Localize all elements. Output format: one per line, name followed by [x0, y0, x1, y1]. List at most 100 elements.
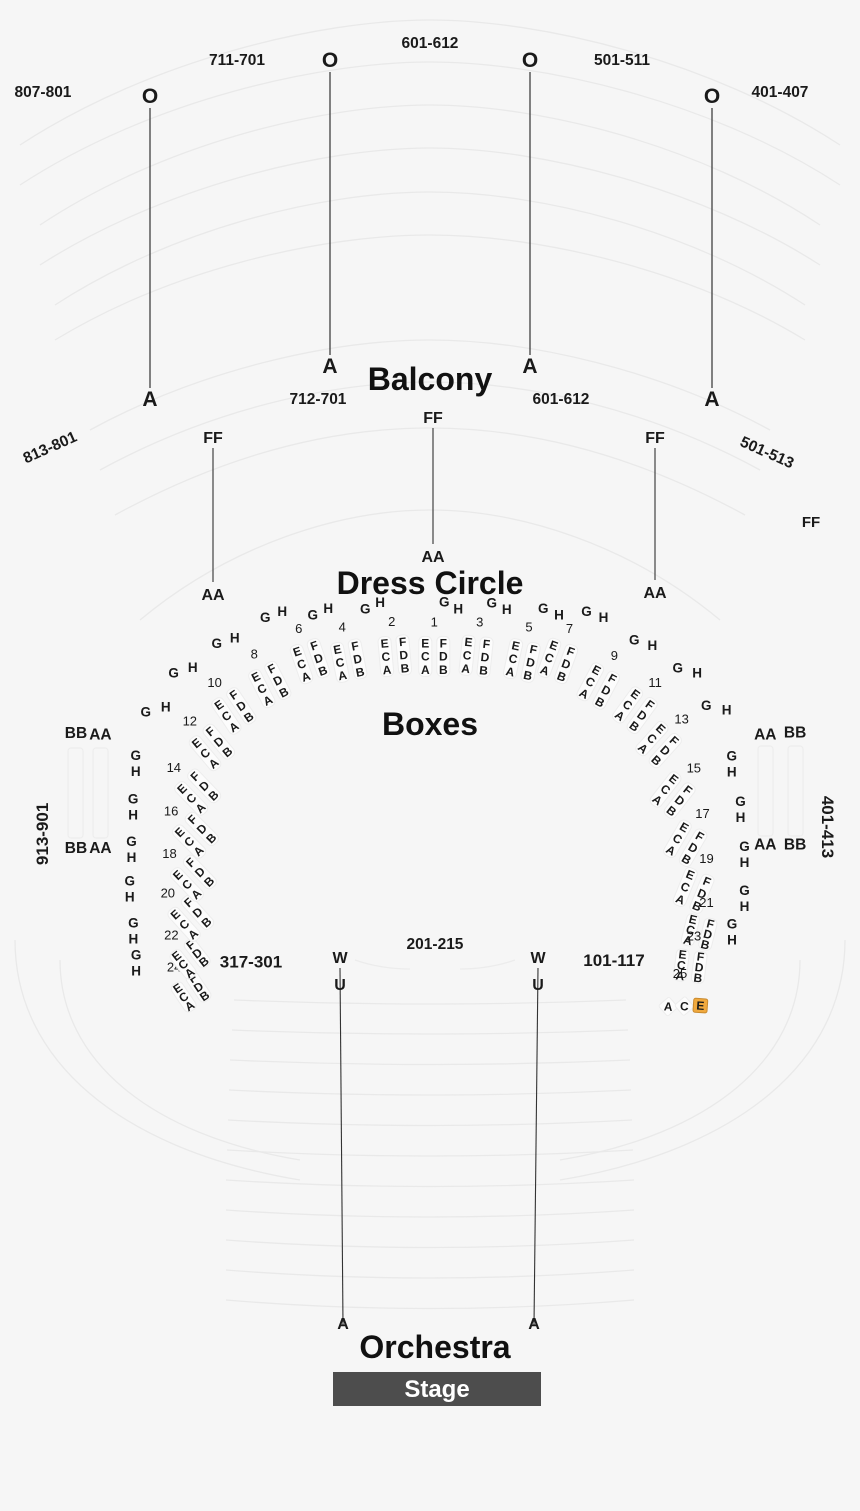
svg-text:A: A	[704, 388, 719, 411]
svg-text:601-612: 601-612	[402, 35, 459, 52]
svg-text:G: G	[260, 610, 271, 625]
svg-text:G: G	[672, 660, 683, 675]
svg-text:25: 25	[673, 966, 687, 981]
svg-text:B: B	[479, 663, 489, 678]
svg-text:H: H	[727, 764, 737, 779]
svg-text:H: H	[125, 889, 135, 904]
svg-text:9: 9	[611, 648, 618, 663]
svg-text:A: A	[337, 1316, 349, 1333]
svg-text:501-513: 501-513	[737, 434, 796, 473]
svg-text:H: H	[161, 700, 171, 715]
svg-text:AA: AA	[89, 840, 111, 857]
svg-text:10: 10	[207, 675, 221, 690]
svg-text:G: G	[735, 794, 746, 809]
svg-text:6: 6	[295, 621, 302, 636]
svg-text:A: A	[663, 999, 673, 1014]
svg-text:U: U	[532, 977, 544, 994]
svg-text:H: H	[599, 610, 609, 625]
svg-text:FF: FF	[645, 430, 665, 447]
svg-text:G: G	[487, 595, 498, 610]
svg-text:G: G	[131, 947, 142, 962]
svg-text:Boxes: Boxes	[382, 706, 478, 742]
svg-text:B: B	[400, 661, 410, 676]
svg-text:20: 20	[161, 885, 175, 900]
svg-text:Balcony: Balcony	[368, 361, 493, 397]
svg-text:G: G	[141, 705, 152, 720]
svg-text:O: O	[142, 85, 158, 108]
svg-text:16: 16	[164, 803, 178, 818]
svg-text:711-701: 711-701	[209, 52, 265, 69]
svg-text:E: E	[696, 999, 705, 1014]
svg-text:O: O	[322, 49, 338, 72]
svg-text:W: W	[332, 950, 348, 967]
svg-text:H: H	[727, 933, 737, 948]
svg-text:AA: AA	[643, 585, 667, 602]
svg-text:AA: AA	[421, 549, 445, 566]
svg-text:17: 17	[695, 806, 709, 821]
svg-text:BB: BB	[65, 725, 87, 742]
svg-text:C: C	[421, 650, 430, 664]
svg-text:E: E	[421, 636, 429, 650]
svg-text:14: 14	[167, 760, 181, 775]
svg-text:D: D	[439, 650, 448, 664]
svg-text:317-301: 317-301	[220, 953, 282, 972]
svg-text:G: G	[439, 595, 450, 610]
svg-text:BB: BB	[784, 836, 806, 853]
svg-text:H: H	[277, 604, 287, 619]
svg-text:4: 4	[339, 619, 346, 634]
svg-text:G: G	[701, 698, 712, 713]
svg-text:H: H	[740, 855, 750, 870]
svg-text:Orchestra: Orchestra	[359, 1329, 510, 1365]
svg-text:G: G	[727, 917, 738, 932]
svg-text:H: H	[453, 602, 463, 617]
svg-text:19: 19	[699, 851, 713, 866]
svg-text:H: H	[736, 810, 746, 825]
svg-text:H: H	[131, 963, 141, 978]
svg-text:3: 3	[476, 615, 483, 630]
svg-text:8: 8	[251, 646, 258, 661]
svg-text:G: G	[307, 608, 318, 623]
svg-text:A: A	[421, 663, 430, 677]
svg-text:C: C	[679, 999, 689, 1014]
svg-text:101-117: 101-117	[583, 951, 644, 970]
svg-text:712-701: 712-701	[290, 391, 347, 408]
svg-text:H: H	[554, 608, 564, 623]
svg-text:401-407: 401-407	[752, 84, 809, 101]
svg-text:G: G	[727, 748, 738, 763]
svg-text:22: 22	[164, 927, 178, 942]
svg-text:H: H	[502, 602, 512, 617]
svg-text:B: B	[693, 971, 704, 986]
svg-text:A: A	[522, 355, 537, 378]
svg-text:23: 23	[687, 929, 701, 944]
svg-text:H: H	[127, 850, 137, 865]
svg-text:A: A	[528, 1316, 540, 1333]
svg-text:BB: BB	[65, 840, 87, 857]
svg-text:H: H	[188, 660, 198, 675]
svg-text:H: H	[131, 764, 141, 779]
svg-text:BB: BB	[784, 725, 806, 742]
svg-text:G: G	[739, 883, 750, 898]
svg-text:G: G	[360, 602, 371, 617]
svg-text:18: 18	[162, 846, 176, 861]
svg-text:AA: AA	[754, 836, 776, 853]
svg-text:807-801: 807-801	[15, 84, 72, 101]
svg-text:H: H	[375, 595, 385, 610]
svg-text:FF: FF	[423, 410, 443, 427]
svg-text:A: A	[322, 355, 337, 378]
svg-text:FF: FF	[802, 514, 820, 531]
svg-text:F: F	[440, 636, 447, 650]
svg-text:G: G	[581, 604, 592, 619]
svg-text:G: G	[125, 873, 136, 888]
svg-text:AA: AA	[754, 727, 776, 744]
svg-text:201-215: 201-215	[407, 936, 464, 953]
svg-text:1: 1	[431, 615, 438, 630]
svg-text:A: A	[382, 663, 392, 678]
svg-text:2: 2	[388, 614, 395, 629]
svg-text:B: B	[439, 663, 448, 677]
svg-text:W: W	[530, 950, 546, 967]
svg-text:H: H	[648, 638, 658, 653]
svg-text:601-612: 601-612	[533, 391, 590, 408]
svg-text:501-511: 501-511	[594, 52, 650, 69]
svg-text:G: G	[538, 601, 549, 616]
svg-text:12: 12	[183, 714, 197, 729]
